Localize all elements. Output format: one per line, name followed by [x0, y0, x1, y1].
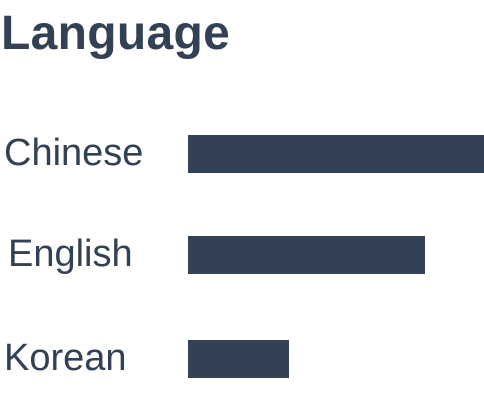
proficiency-bar-chinese: [188, 135, 484, 173]
section-title: Language: [1, 7, 231, 60]
proficiency-track-korean: [188, 340, 484, 378]
proficiency-track-english: [188, 236, 484, 274]
language-row-chinese: Chinese: [0, 133, 484, 173]
language-label-korean: Korean: [4, 337, 127, 379]
proficiency-bar-korean: [188, 340, 289, 378]
language-row-english: English: [0, 234, 484, 274]
proficiency-track-chinese: [188, 135, 484, 173]
language-label-chinese: Chinese: [4, 132, 144, 174]
language-label-english: English: [8, 233, 133, 275]
proficiency-bar-english: [188, 236, 425, 274]
language-row-korean: Korean: [0, 338, 484, 378]
